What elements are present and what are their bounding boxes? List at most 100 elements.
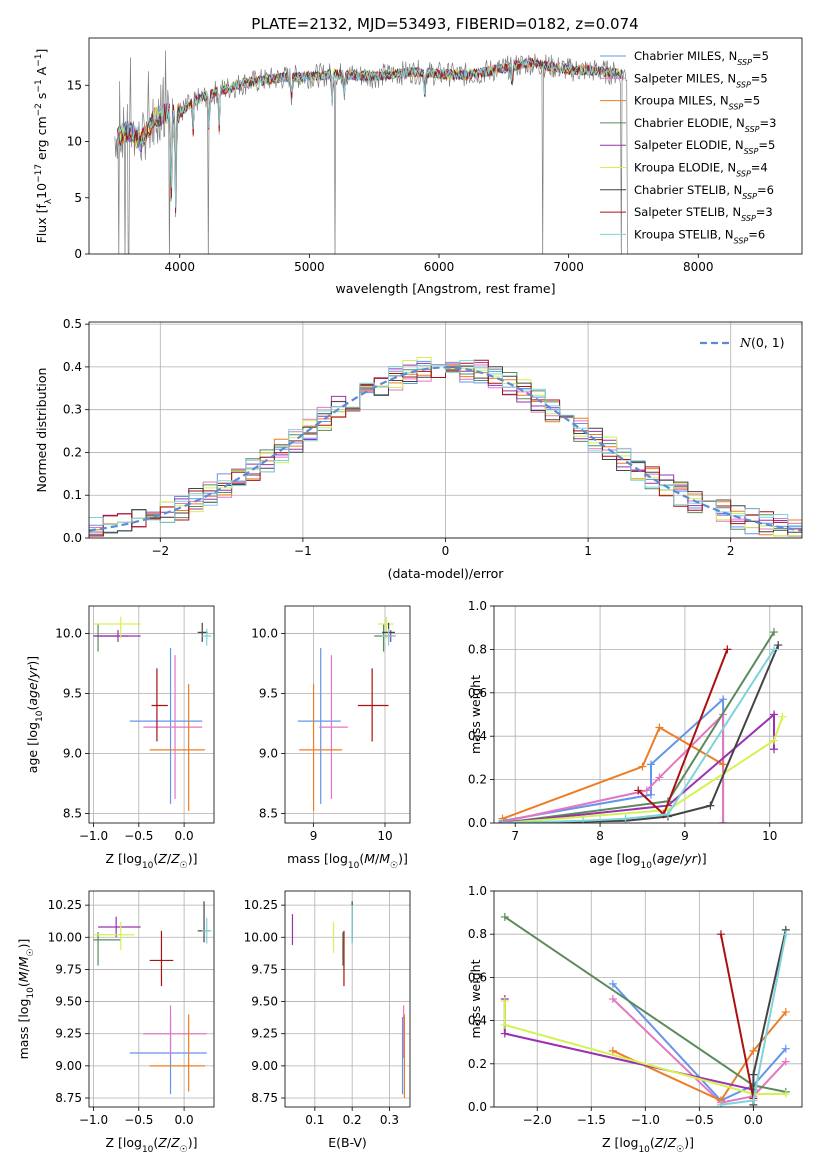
mass-weight-marker (770, 736, 778, 745)
legend-entry: N(0, 1) (739, 335, 785, 350)
errorbar-point (149, 683, 205, 812)
x-tick-label: −2 (151, 544, 169, 558)
x-axis-label: Z [log10(Z/Z☉)] (105, 851, 197, 871)
mass-weight-marker (638, 762, 647, 771)
y-tick-label: 10.00 (48, 930, 82, 944)
y-axis-label: age [log10(age/yr)] (25, 656, 45, 773)
errorbar-point (197, 901, 210, 943)
y-tick-label: 9.00 (251, 1059, 278, 1073)
x-tick-label: 9 (310, 829, 318, 843)
legend-entry: Salpeter STELIB, NSSP=3 (634, 205, 773, 223)
mass-weight-marker (719, 760, 728, 769)
y-tick-label: 0.0 (468, 816, 487, 830)
y-tick-label: 0.8 (468, 642, 487, 656)
y-tick-label: 10 (67, 135, 82, 149)
mass-weight-line (502, 697, 725, 823)
mass-weight-marker (646, 760, 655, 769)
y-axis-label: Flux [fλ10−17 erg cm−2 s−1 A−1] (34, 49, 54, 244)
x-tick-label: 9 (681, 829, 689, 843)
axes-frame (284, 605, 411, 824)
mass-weight-marker (749, 1070, 758, 1079)
mass-weight-marker (716, 1100, 725, 1107)
normal-reference-curve (89, 366, 802, 532)
y-tick-label: 9.50 (251, 995, 278, 1009)
axes-frame (493, 890, 803, 1108)
axes-frame (88, 605, 215, 824)
mass-weight-marker (781, 1044, 790, 1053)
axes-frame (284, 890, 411, 1108)
y-tick-label: 0.6 (468, 970, 487, 984)
x-tick-label: −0.5 (124, 1113, 153, 1127)
x-tick-label: 6000 (424, 260, 455, 274)
y-tick-label: 9.50 (55, 995, 82, 1009)
x-tick-label: 2 (727, 544, 735, 558)
errorbar-point (93, 623, 128, 652)
y-tick-label: 10.0 (55, 627, 82, 641)
x-tick-label: −2.0 (523, 1113, 552, 1127)
mass-weight-marker (719, 819, 728, 823)
x-tick-label: 7 (511, 829, 519, 843)
errorbar-point (297, 647, 341, 804)
x-axis-label: age [log10(age/yr)] (589, 851, 706, 871)
mass-weight-marker (719, 695, 728, 704)
mass-weight-line (719, 934, 755, 1099)
mass-weight-line (612, 998, 787, 1104)
x-tick-label: −1.0 (79, 829, 108, 843)
y-tick-label: 9.5 (63, 687, 82, 701)
y-tick-label: 0.8 (468, 927, 487, 941)
x-tick-label: 0.2 (343, 1113, 362, 1127)
mass-weight-line (503, 1001, 786, 1095)
x-axis-label: Z [log10(Z/Z☉)] (602, 1135, 694, 1155)
errorbar-point (319, 655, 348, 800)
y-axis-label: Normed distribution (34, 368, 49, 493)
errorbar-point (381, 628, 396, 646)
x-axis-label: mass [log10(M/M☉)] (287, 851, 408, 871)
errorbar-point (299, 683, 343, 812)
mass-weight-marker (781, 1090, 790, 1099)
y-tick-label: 0.2 (468, 773, 487, 787)
x-tick-label: −0.5 (124, 829, 153, 843)
x-tick-label: −1.0 (79, 1113, 108, 1127)
errorbar-point (151, 668, 168, 742)
age-vs-Z-panel: −1.0 −0.5 0.0 8.5 9.0 9.5 10.0 Z [log10(Z/Z☉)] a… (25, 605, 215, 871)
x-axis-label: Z [log10(Z/Z☉)] (105, 1135, 197, 1155)
y-tick-label: 8.75 (251, 1091, 278, 1105)
mass-weight-marker (646, 790, 655, 799)
mass-weight-marker (770, 645, 778, 654)
x-axis-label: E(B-V) (328, 1135, 367, 1150)
errorbar-point (202, 918, 212, 944)
x-tick-label: 0.3 (380, 1113, 399, 1127)
mass-weight-marker (770, 710, 778, 719)
y-tick-label: 10.25 (48, 898, 82, 912)
x-tick-label: 0.1 (305, 1113, 324, 1127)
y-tick-label: 8.75 (55, 1091, 82, 1105)
weight-vs-age-panel: 7 8 9 10 0.0 0.2 0.4 0.6 0.8 1.0 age [log10(age/yr… (468, 599, 803, 871)
y-tick-label: 9.5 (259, 687, 278, 701)
mass-weight-line (502, 716, 784, 823)
legend-entry: Kroupa MILES, NSSP=5 (634, 94, 760, 112)
mass-weight-marker (706, 801, 715, 810)
x-tick-label: 10 (377, 829, 392, 843)
legend-entry: Kroupa STELIB, NSSP=6 (634, 227, 765, 245)
axes-frame (88, 890, 215, 1108)
axes-frame (493, 605, 803, 824)
y-tick-label: 0.6 (468, 686, 487, 700)
y-tick-label: 0 (74, 247, 82, 261)
x-axis-label: (data-model)/error (388, 566, 505, 581)
age-vs-mass-panel: 9 10 8.5 9.0 9.5 10.0 mass [log10(M/M☉)] (251, 605, 411, 871)
errorbar-point (143, 1005, 207, 1059)
y-axis-label: mass weight (468, 959, 483, 1038)
mass-vs-Z-panel: −1.0 −0.5 0.0 8.75 9.00 9.25 9.50 9.75 10.00 10.2… (16, 890, 215, 1155)
y-tick-label: 1.0 (468, 599, 487, 613)
figure-title: PLATE=2132, MJD=53493, FIBERID=0182, z=0… (251, 15, 638, 33)
y-tick-label: 9.0 (259, 746, 278, 760)
mass-weight-line (612, 1011, 787, 1102)
y-tick-label: 5 (74, 191, 82, 205)
mass-vs-EBV-panel: 0.1 0.2 0.3 8.75 9.00 9.25 9.50 9.75 10.00 10.25 E… (244, 890, 411, 1150)
spectrum-panel: 4000 5000 6000 7000 8000 0 5 10 15 wavelength [An… (34, 37, 803, 296)
mass-weight-line (503, 999, 754, 1091)
x-tick-label: 0 (442, 544, 450, 558)
y-tick-label: 0.3 (63, 403, 82, 417)
mass-weight-marker (716, 930, 725, 939)
